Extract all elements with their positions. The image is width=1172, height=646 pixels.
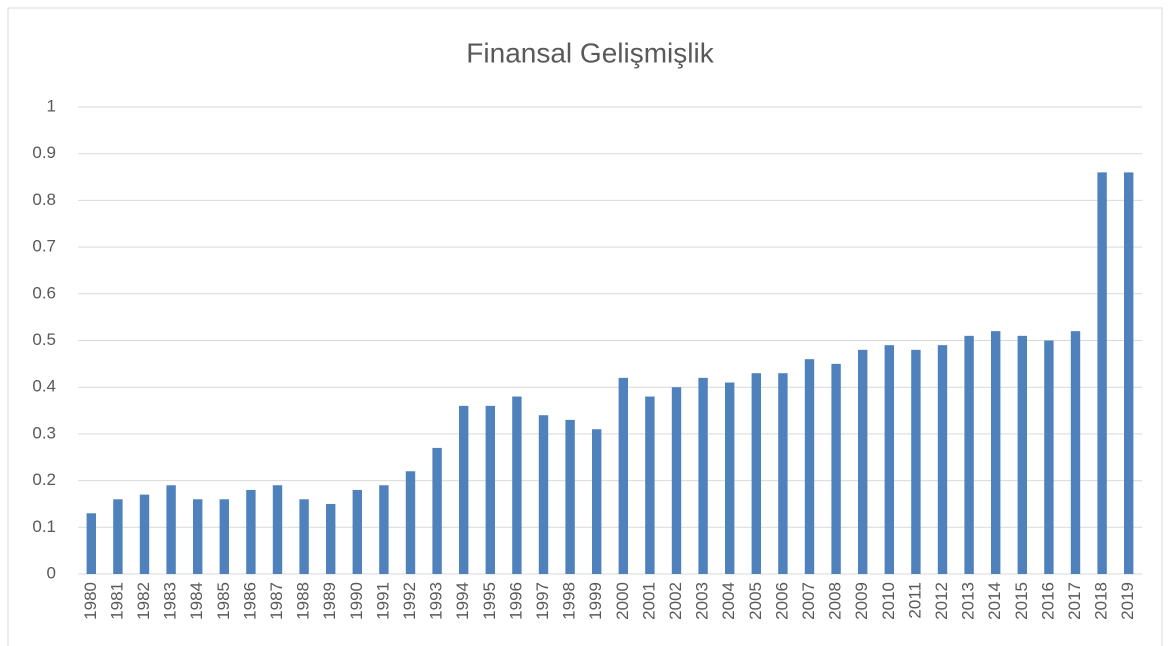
bar bbox=[86, 513, 96, 574]
bar bbox=[964, 335, 974, 574]
bar bbox=[485, 405, 495, 574]
x-tick-label: 2001 bbox=[639, 582, 658, 620]
bar bbox=[1097, 172, 1107, 574]
x-tick-label: 2015 bbox=[1012, 582, 1031, 620]
x-tick-label: 2012 bbox=[932, 582, 951, 620]
x-tick-label: 1992 bbox=[400, 582, 419, 620]
bar bbox=[1044, 340, 1054, 574]
bar bbox=[565, 419, 575, 574]
bar bbox=[1070, 331, 1081, 574]
bar bbox=[831, 363, 841, 574]
x-tick-label: 2019 bbox=[1118, 582, 1137, 620]
y-tick-label: 0.2 bbox=[32, 470, 56, 489]
x-tick-label: 2011 bbox=[905, 582, 924, 619]
x-tick-label: 2009 bbox=[852, 582, 871, 620]
chart-frame bbox=[7, 7, 1163, 646]
x-tick-label: 2010 bbox=[879, 582, 898, 620]
bar bbox=[352, 489, 362, 574]
bar bbox=[991, 331, 1001, 574]
x-tick-label: 2002 bbox=[666, 582, 685, 620]
x-tick-label: 1986 bbox=[240, 582, 259, 620]
chart-title: Finansal Gelişmişlik bbox=[466, 37, 714, 68]
x-tick-label: 2013 bbox=[959, 582, 978, 620]
bar bbox=[326, 503, 336, 574]
x-tick-label: 1999 bbox=[586, 582, 605, 620]
x-tick-label: 1983 bbox=[161, 582, 180, 620]
bar bbox=[299, 499, 309, 574]
bar bbox=[725, 382, 735, 574]
y-tick-label: 0.3 bbox=[32, 423, 56, 442]
bar bbox=[219, 499, 229, 574]
bar bbox=[166, 485, 176, 574]
x-tick-label: 1995 bbox=[480, 582, 499, 620]
bar bbox=[671, 387, 682, 574]
bar bbox=[405, 471, 416, 574]
bar bbox=[379, 485, 389, 574]
bar bbox=[193, 499, 203, 574]
x-tick-label: 1980 bbox=[81, 582, 100, 620]
x-tick-label: 2017 bbox=[1065, 582, 1084, 620]
bar bbox=[1017, 335, 1027, 574]
bar bbox=[459, 405, 469, 574]
bar bbox=[645, 396, 655, 574]
x-tick-label: 2018 bbox=[1092, 582, 1111, 620]
bar bbox=[618, 377, 628, 574]
bar bbox=[911, 349, 921, 574]
y-tick-label: 0.7 bbox=[32, 237, 56, 256]
x-tick-label: 1991 bbox=[373, 582, 392, 620]
x-tick-label: 2008 bbox=[826, 582, 845, 620]
y-tick-label: 0.6 bbox=[32, 283, 56, 302]
bar bbox=[804, 359, 815, 574]
x-tick-label: 2014 bbox=[985, 582, 1004, 620]
y-tick-label: 1 bbox=[47, 96, 56, 115]
bar bbox=[937, 345, 948, 574]
x-tick-label: 1985 bbox=[214, 582, 233, 620]
x-tick-label: 2005 bbox=[746, 582, 765, 620]
bar bbox=[751, 373, 761, 574]
bar bbox=[592, 429, 602, 574]
bar bbox=[139, 494, 150, 574]
y-tick-label: 0.4 bbox=[32, 377, 56, 396]
x-tick-label: 1994 bbox=[453, 582, 472, 620]
x-tick-label: 1993 bbox=[427, 582, 446, 620]
bar bbox=[512, 396, 522, 574]
x-tick-label: 2000 bbox=[613, 582, 632, 620]
x-tick-label: 2016 bbox=[1038, 582, 1057, 620]
x-tick-label: 1990 bbox=[347, 582, 366, 620]
x-tick-label: 2004 bbox=[719, 582, 738, 620]
y-tick-label: 0 bbox=[47, 563, 56, 582]
bar bbox=[778, 373, 788, 574]
x-tick-label: 1988 bbox=[294, 582, 313, 620]
y-tick-label: 0.9 bbox=[32, 143, 56, 162]
bar bbox=[698, 377, 708, 574]
x-tick-label: 1982 bbox=[134, 582, 153, 620]
bar bbox=[246, 489, 256, 574]
x-tick-label: 1998 bbox=[560, 582, 579, 620]
bar bbox=[858, 349, 868, 574]
x-tick-label: 1981 bbox=[107, 582, 126, 620]
x-tick-label: 2007 bbox=[799, 582, 818, 620]
bar bbox=[884, 345, 894, 574]
bar bbox=[432, 447, 442, 574]
x-tick-label: 2006 bbox=[772, 582, 791, 620]
x-tick-label: 2003 bbox=[693, 582, 712, 620]
x-tick-label: 1996 bbox=[506, 582, 525, 620]
y-tick-label: 0.5 bbox=[32, 330, 56, 349]
x-tick-label: 1989 bbox=[320, 582, 339, 620]
x-tick-label: 1987 bbox=[267, 582, 286, 620]
bar bbox=[113, 499, 123, 574]
x-tick-label: 1984 bbox=[187, 582, 206, 620]
y-tick-label: 0.8 bbox=[32, 190, 56, 209]
y-tick-label: 0.1 bbox=[32, 517, 56, 536]
bar bbox=[1124, 172, 1134, 574]
bar bbox=[538, 415, 549, 574]
bar bbox=[272, 485, 283, 574]
x-tick-label: 1997 bbox=[533, 582, 552, 620]
